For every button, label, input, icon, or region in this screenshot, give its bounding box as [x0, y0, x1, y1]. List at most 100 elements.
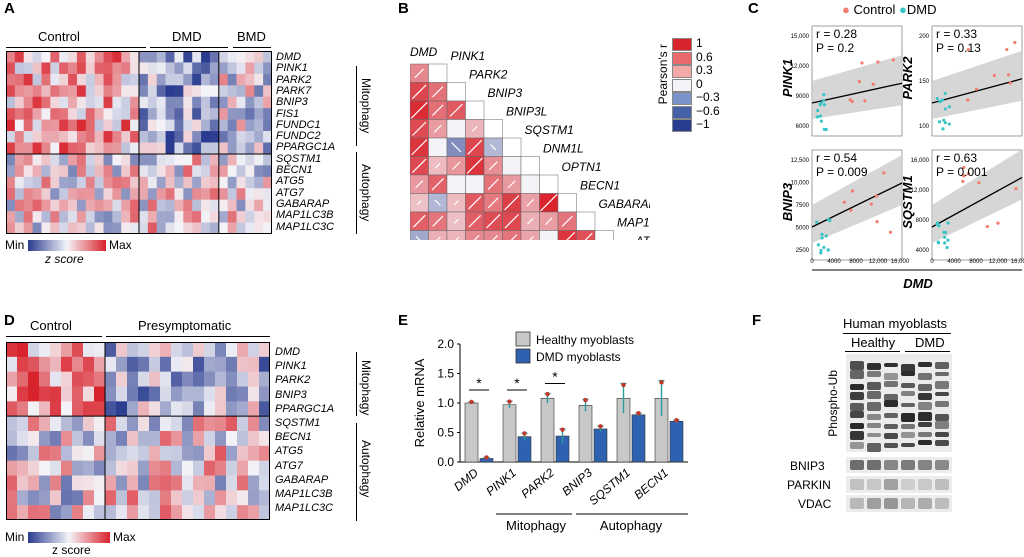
heatmap-a-cell — [130, 73, 140, 86]
heatmap-d-cell — [116, 416, 128, 432]
heatmap-d-cell — [105, 460, 117, 476]
heatmap-d-cell — [83, 401, 95, 417]
heatmap-a-cell — [130, 131, 140, 143]
heatmap-d-cell — [6, 342, 18, 358]
heatmap-a-cell — [14, 51, 25, 63]
scatter-point-dmd — [937, 120, 942, 124]
corr-cell — [502, 156, 522, 176]
blot-band — [918, 440, 932, 445]
heatmap-d-cell — [61, 356, 73, 372]
heatmap-a-cell — [209, 51, 220, 63]
heatmap-d-cell — [204, 356, 216, 372]
heatmap-a-cell — [23, 199, 33, 212]
blot-band — [850, 423, 864, 430]
heatmap-a-cell — [218, 142, 228, 155]
corr-gene-label-becn1: BECN1 — [580, 179, 620, 193]
heatmap-d-cell — [83, 445, 95, 461]
heatmap-a-cell — [218, 131, 228, 143]
heatmap-d-cell — [160, 342, 172, 358]
heatmap-a-cell — [236, 51, 246, 63]
heatmap-d-cell — [39, 371, 51, 387]
blot-band — [884, 393, 898, 401]
corr-cell-mark — [486, 214, 501, 229]
blot-band — [850, 411, 864, 418]
heatmap-a-cell — [112, 165, 122, 178]
heatmap-d-cell — [204, 460, 216, 476]
heatmap-a-cell — [121, 119, 131, 132]
heatmap-a-cell — [209, 62, 220, 75]
panel-d-group-line-presymptomatic — [106, 336, 270, 337]
scatter-r-bnip3: r = 0.54 — [816, 151, 857, 165]
heatmap-d-cell — [72, 416, 84, 432]
corr-cell-mark — [471, 125, 478, 132]
heatmap-d-cell — [138, 490, 150, 506]
heatmap-d-cell — [193, 416, 205, 432]
panel-d-bracket-autophagy — [356, 423, 357, 521]
blot-band — [935, 413, 949, 422]
heatmap-a-cell — [94, 211, 104, 223]
heatmap-d-cell — [83, 416, 95, 432]
scatter-ytick: 6000 — [796, 124, 810, 130]
heatmap-a-cell — [130, 153, 140, 166]
heatmap-a-cell — [209, 165, 220, 178]
scatter-ytick: 16,000 — [911, 158, 930, 164]
panel-f-blot-parkin — [846, 476, 952, 493]
blot-lane — [901, 479, 915, 490]
bar-dot — [583, 397, 588, 403]
heatmap-d-cell — [6, 445, 18, 461]
heatmap-a-cell — [68, 165, 78, 178]
scatter-ytick: 200 — [919, 34, 930, 40]
heatmap-a-cell — [183, 153, 193, 166]
heatmap-a-cell — [218, 199, 228, 212]
heatmap-a-cell — [139, 51, 149, 63]
heatmap-a-cell — [112, 73, 122, 86]
heatmap-a-cell — [156, 85, 166, 98]
heatmap-a-cell — [209, 131, 220, 143]
heatmap-a-cell — [85, 199, 95, 212]
blot-lane — [918, 479, 932, 490]
panel-a-group-line-bmd — [233, 47, 271, 48]
heatmap-a-cell — [76, 199, 87, 212]
blot-band — [935, 362, 949, 370]
heatmap-d-cell — [127, 401, 139, 417]
heatmap-a-cell — [201, 222, 211, 234]
heatmap-d-cell — [105, 342, 117, 358]
heatmap-a-cell — [174, 142, 184, 155]
heatmap-d-cell — [160, 401, 172, 417]
heatmap-a-cell — [183, 96, 193, 109]
panel-d-gene-ppargc1a: PPARGC1A — [275, 402, 335, 415]
heatmap-a-cell — [103, 51, 113, 63]
heatmap-d-cell — [182, 356, 194, 372]
scatter-point-control — [842, 200, 846, 204]
heatmap-a-cell — [245, 199, 255, 212]
heatmap-d-cell — [182, 431, 194, 447]
heatmap-d-cell — [138, 431, 150, 447]
blot-lane — [918, 460, 932, 470]
heatmap-a-cell — [94, 108, 104, 120]
heatmap-d-cell — [204, 490, 216, 506]
scatter-point-control — [962, 165, 966, 170]
heatmap-a-cell — [254, 51, 264, 63]
scatter-point-dmd — [935, 96, 939, 101]
heatmap-a-cell — [94, 176, 104, 189]
corr-diagonal-cell — [465, 100, 485, 120]
heatmap-a-cell — [59, 153, 69, 166]
blot-band — [935, 400, 949, 408]
corr-cell-mark — [451, 142, 462, 153]
heatmap-a-cell — [130, 51, 140, 63]
heatmap-d-cell — [215, 475, 227, 491]
heatmap-a-cell — [50, 222, 60, 234]
corr-cell-mark — [527, 218, 534, 225]
heatmap-a-cell — [192, 108, 202, 120]
heatmap-a-cell — [147, 199, 158, 212]
blot-band — [884, 400, 898, 408]
heatmap-a-cell — [254, 165, 264, 178]
heatmap-a-cell — [174, 222, 184, 234]
heatmap-d-cell — [149, 505, 161, 520]
heatmap-d-cell — [28, 356, 40, 372]
panel-d-gene-atg7: ATG7 — [275, 459, 303, 472]
heatmap-d-cell — [28, 490, 40, 506]
heatmap-d-cell — [94, 475, 106, 491]
heatmap-a-cell — [147, 188, 158, 200]
scatter-point-control — [849, 208, 853, 212]
